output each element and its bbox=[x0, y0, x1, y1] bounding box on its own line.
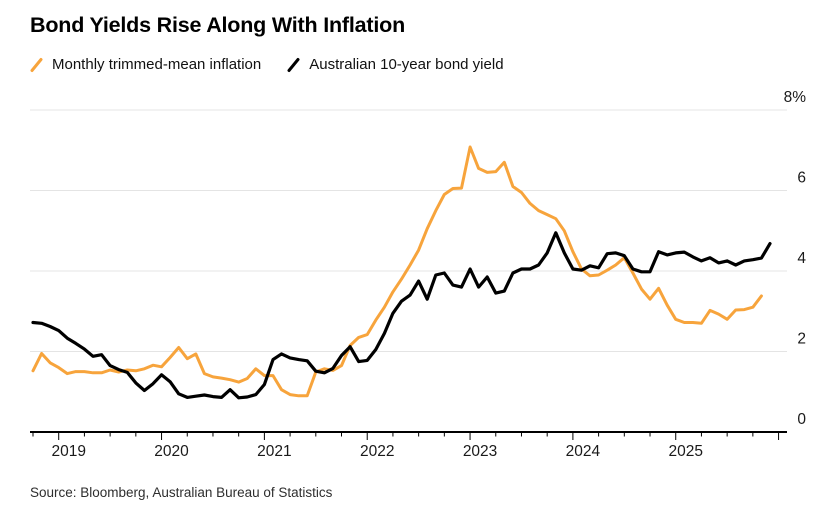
source-note: Source: Bloomberg, Australian Bureau of … bbox=[30, 485, 333, 500]
y-axis-label: 6 bbox=[797, 170, 806, 187]
y-axis-label: 8% bbox=[784, 89, 807, 106]
bond-yield-line bbox=[31, 231, 772, 400]
x-axis-label: 2022 bbox=[360, 443, 394, 460]
x-axis-label: 2025 bbox=[668, 443, 702, 460]
legend-item-inflation: Monthly trimmed-mean inflation bbox=[30, 56, 261, 73]
x-axis-label: 2019 bbox=[51, 443, 85, 460]
y-axis-label: 4 bbox=[797, 250, 806, 267]
x-axis-label: 2021 bbox=[257, 443, 291, 460]
legend-label-inflation: Monthly trimmed-mean inflation bbox=[52, 56, 262, 73]
legend-item-bond-yield: Australian 10-year bond yield bbox=[287, 56, 504, 73]
inflation-line bbox=[31, 145, 763, 398]
x-axis-label: 2024 bbox=[566, 443, 601, 460]
bond-yield-slash-icon bbox=[287, 57, 300, 72]
x-axis-label: 2023 bbox=[463, 443, 497, 460]
x-axis-label: 2020 bbox=[154, 443, 189, 460]
chart-legend: Monthly trimmed-mean inflation Australia… bbox=[30, 56, 504, 73]
inflation-slash-icon bbox=[30, 57, 43, 72]
legend-label-bond-yield: Australian 10-year bond yield bbox=[309, 56, 504, 73]
y-axis-label: 2 bbox=[797, 331, 806, 348]
page-title: Bond Yields Rise Along With Inflation bbox=[30, 13, 406, 37]
y-axis-label: 0 bbox=[797, 411, 806, 428]
